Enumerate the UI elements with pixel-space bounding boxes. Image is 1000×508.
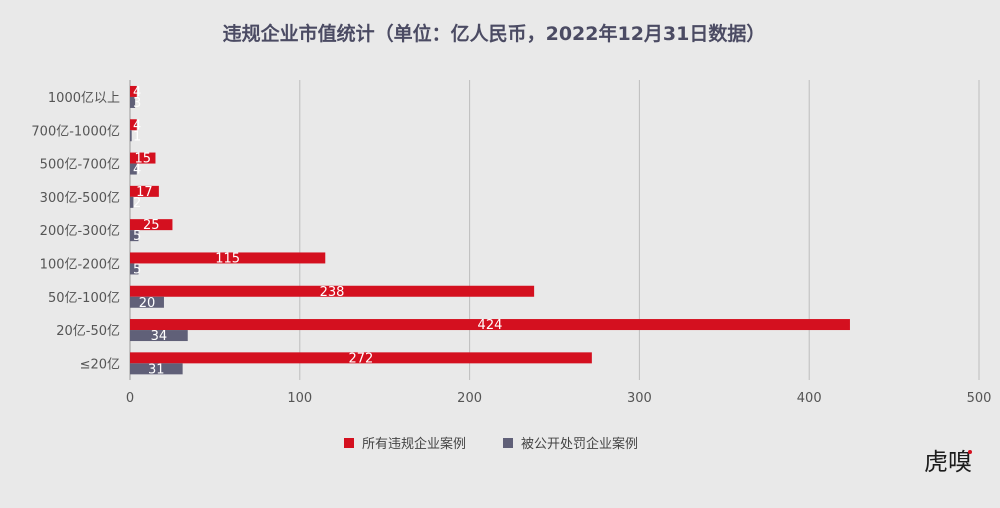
all-cases-value-label: 15 (134, 152, 151, 167)
y-tick-label: 300亿-500亿 (40, 191, 120, 206)
public-penalty-value-label: 4 (133, 163, 141, 178)
public-penalty-bar (130, 363, 183, 375)
all-cases-value-label: 272 (349, 351, 374, 366)
x-tick-label: 500 (967, 391, 992, 406)
all-cases-bar (130, 352, 592, 364)
public-penalty-bar (130, 263, 139, 275)
bars (130, 85, 850, 375)
legend-all-cases-swatch (344, 438, 354, 448)
all-cases-value-label: 25 (143, 218, 160, 233)
all-cases-bar (130, 185, 159, 197)
public-penalty-value-label: 34 (151, 329, 168, 344)
public-penalty-bar (130, 96, 136, 108)
all-cases-bar (130, 319, 850, 331)
x-tick-label: 300 (627, 391, 652, 406)
public-penalty-bar (130, 163, 137, 175)
chart-title: 违规企业市值统计（单位：亿人民币，2022年12月31日数据） (223, 22, 766, 45)
legend-public-penalty-swatch (503, 438, 513, 448)
all-cases-value-label: 424 (478, 318, 503, 333)
all-cases-bar (130, 119, 137, 131)
all-cases-value-label: 115 (215, 251, 240, 266)
all-cases-bar (130, 252, 326, 264)
grid-lines (299, 80, 980, 380)
public-penalty-value-label: 1 (133, 129, 141, 144)
public-penalty-value-label: 20 (139, 296, 156, 311)
y-tick-label: 20亿-50亿 (56, 324, 120, 339)
all-cases-bar (130, 219, 173, 231)
y-tick-label: 500亿-700亿 (40, 158, 120, 173)
legend: 所有违规企业案例 被公开处罚企业案例 (344, 436, 638, 452)
x-tick-label: 400 (797, 391, 822, 406)
public-penalty-value-label: 5 (133, 229, 141, 244)
brand-logo-text: 虎嗅 (924, 448, 972, 476)
public-penalty-value-label: 31 (148, 362, 165, 377)
public-penalty-bar (130, 296, 164, 308)
all-cases-value-label: 4 (133, 118, 141, 133)
public-penalty-bar (130, 196, 134, 208)
all-cases-bar (130, 85, 137, 97)
y-tick-label: 100亿-200亿 (40, 257, 120, 272)
all-cases-bar (130, 285, 535, 297)
y-tick-label: 1000亿以上 (48, 91, 120, 106)
brand-accent-dot (968, 450, 972, 454)
x-tick-label: 100 (287, 391, 312, 406)
all-cases-bar (130, 152, 156, 164)
public-penalty-value-label: 3 (133, 96, 141, 111)
y-tick-label: ≤20亿 (80, 357, 120, 372)
brand-logo: 虎嗅 (924, 448, 972, 476)
public-penalty-bar (130, 230, 139, 242)
x-tick-label: 200 (457, 391, 482, 406)
y-tick-label: 200亿-300亿 (40, 224, 120, 239)
all-cases-value-label: 238 (320, 285, 345, 300)
y-tick-label: 700亿-1000亿 (31, 124, 120, 139)
public-penalty-value-label: 2 (133, 196, 141, 211)
public-penalty-bar (130, 130, 132, 142)
x-tick-label: 0 (126, 391, 134, 406)
legend-all-cases-text: 所有违规企业案例 (362, 436, 466, 452)
legend-public-penalty-text: 被公开处罚企业案例 (521, 436, 638, 452)
all-cases-value-label: 4 (133, 85, 141, 100)
y-tick-label: 50亿-100亿 (48, 291, 120, 306)
public-penalty-value-label: 5 (133, 262, 141, 277)
public-penalty-bar (130, 330, 188, 342)
all-cases-value-label: 17 (136, 185, 153, 200)
